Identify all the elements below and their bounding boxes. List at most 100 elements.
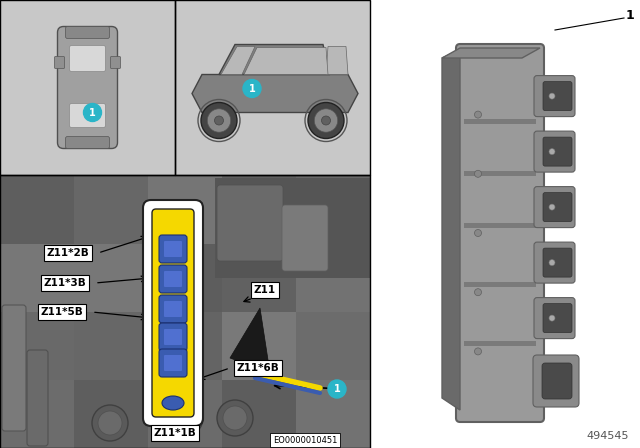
Text: Z11*5B: Z11*5B bbox=[40, 307, 83, 317]
Bar bbox=[296, 312, 370, 380]
Circle shape bbox=[214, 116, 223, 125]
FancyBboxPatch shape bbox=[159, 295, 187, 323]
Circle shape bbox=[321, 116, 330, 125]
Bar bbox=[370, 0, 640, 448]
Polygon shape bbox=[442, 48, 540, 58]
Bar bbox=[0, 175, 370, 448]
FancyBboxPatch shape bbox=[543, 304, 572, 332]
Bar bbox=[74, 244, 148, 312]
Bar bbox=[0, 0, 175, 175]
FancyBboxPatch shape bbox=[54, 56, 65, 69]
Bar bbox=[74, 176, 148, 244]
FancyBboxPatch shape bbox=[2, 305, 26, 431]
Text: Z11*6B: Z11*6B bbox=[237, 363, 280, 373]
Text: 494545: 494545 bbox=[587, 431, 629, 441]
Polygon shape bbox=[244, 47, 328, 74]
Text: 1: 1 bbox=[248, 83, 255, 94]
FancyBboxPatch shape bbox=[65, 26, 109, 39]
Circle shape bbox=[308, 103, 344, 138]
Circle shape bbox=[83, 103, 102, 121]
Bar bbox=[464, 282, 536, 287]
Circle shape bbox=[314, 109, 338, 132]
Polygon shape bbox=[326, 47, 348, 74]
Circle shape bbox=[549, 93, 555, 99]
FancyBboxPatch shape bbox=[27, 350, 48, 446]
Circle shape bbox=[549, 259, 555, 266]
Text: 1: 1 bbox=[89, 108, 96, 117]
Polygon shape bbox=[219, 44, 330, 74]
Circle shape bbox=[98, 411, 122, 435]
FancyBboxPatch shape bbox=[159, 323, 187, 351]
Text: EO0000010451: EO0000010451 bbox=[273, 435, 337, 444]
Polygon shape bbox=[192, 74, 358, 112]
Bar bbox=[464, 171, 536, 176]
FancyBboxPatch shape bbox=[164, 301, 182, 317]
Bar bbox=[148, 380, 222, 448]
FancyBboxPatch shape bbox=[164, 241, 182, 257]
Circle shape bbox=[223, 406, 247, 430]
Circle shape bbox=[167, 400, 203, 436]
Bar bbox=[74, 312, 148, 380]
Bar bbox=[222, 176, 296, 244]
FancyBboxPatch shape bbox=[534, 297, 575, 339]
FancyBboxPatch shape bbox=[159, 349, 187, 377]
FancyBboxPatch shape bbox=[533, 355, 579, 407]
Circle shape bbox=[207, 109, 230, 132]
Text: Z11: Z11 bbox=[254, 285, 276, 295]
FancyBboxPatch shape bbox=[164, 329, 182, 345]
FancyBboxPatch shape bbox=[164, 271, 182, 287]
Text: Z11*1B: Z11*1B bbox=[154, 428, 196, 438]
Bar bbox=[0, 244, 74, 312]
Bar bbox=[148, 312, 222, 380]
FancyBboxPatch shape bbox=[70, 46, 106, 72]
Bar bbox=[296, 244, 370, 312]
Circle shape bbox=[201, 103, 237, 138]
Bar bbox=[0, 0, 175, 175]
Circle shape bbox=[549, 315, 555, 321]
Circle shape bbox=[92, 405, 128, 441]
Circle shape bbox=[474, 111, 481, 118]
Circle shape bbox=[328, 380, 346, 398]
FancyBboxPatch shape bbox=[543, 82, 572, 111]
Text: 1: 1 bbox=[626, 9, 634, 22]
FancyBboxPatch shape bbox=[534, 242, 575, 283]
FancyBboxPatch shape bbox=[534, 131, 575, 172]
Text: Z11*3B: Z11*3B bbox=[44, 278, 86, 288]
Text: 1: 1 bbox=[333, 384, 340, 394]
FancyBboxPatch shape bbox=[543, 137, 572, 166]
Bar bbox=[0, 380, 74, 448]
FancyBboxPatch shape bbox=[542, 363, 572, 399]
FancyBboxPatch shape bbox=[164, 355, 182, 371]
Bar bbox=[464, 341, 536, 346]
Circle shape bbox=[217, 400, 253, 436]
FancyBboxPatch shape bbox=[534, 76, 575, 116]
Bar bbox=[175, 0, 370, 175]
FancyBboxPatch shape bbox=[70, 103, 106, 128]
Bar bbox=[0, 312, 74, 380]
Bar bbox=[0, 176, 74, 244]
Bar bbox=[175, 0, 370, 175]
Bar bbox=[222, 312, 296, 380]
Polygon shape bbox=[221, 47, 255, 74]
Bar bbox=[296, 380, 370, 448]
FancyBboxPatch shape bbox=[282, 205, 328, 271]
FancyBboxPatch shape bbox=[543, 193, 572, 222]
FancyBboxPatch shape bbox=[534, 187, 575, 228]
FancyBboxPatch shape bbox=[65, 137, 109, 148]
Bar bbox=[74, 380, 148, 448]
Text: Z11*2B: Z11*2B bbox=[47, 248, 90, 258]
Bar bbox=[222, 380, 296, 448]
Bar bbox=[222, 244, 296, 312]
Circle shape bbox=[549, 204, 555, 210]
Bar bbox=[464, 223, 536, 228]
Circle shape bbox=[243, 79, 261, 98]
FancyBboxPatch shape bbox=[159, 265, 187, 293]
Circle shape bbox=[173, 406, 197, 430]
Bar bbox=[148, 244, 222, 312]
FancyBboxPatch shape bbox=[543, 248, 572, 277]
Circle shape bbox=[549, 149, 555, 155]
FancyBboxPatch shape bbox=[456, 44, 544, 422]
Circle shape bbox=[474, 289, 481, 296]
Ellipse shape bbox=[162, 396, 184, 410]
Polygon shape bbox=[230, 308, 270, 373]
